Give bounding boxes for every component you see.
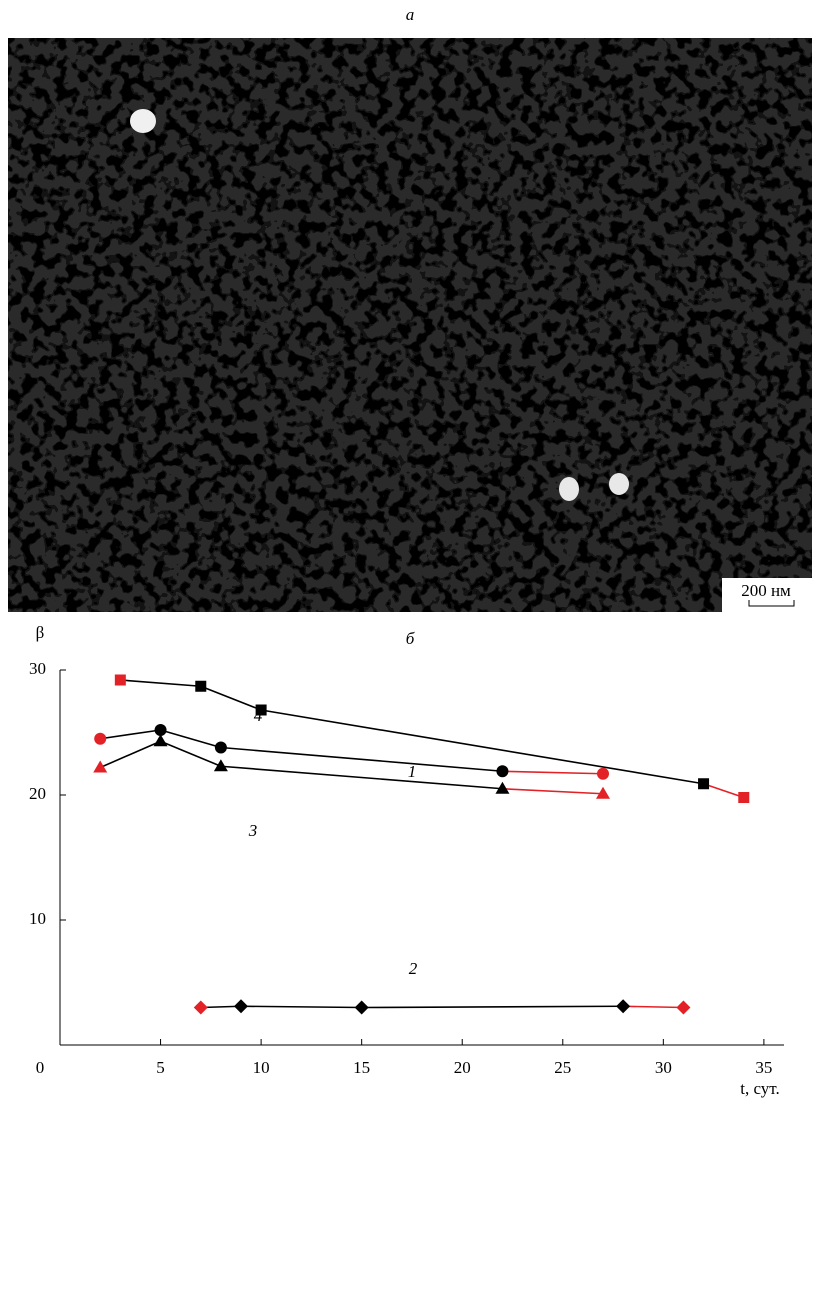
marker <box>354 1000 369 1015</box>
x-tick-label: 30 <box>655 1058 672 1077</box>
line-segment <box>502 770 604 775</box>
scale-bar <box>748 600 795 607</box>
marker <box>596 786 610 799</box>
line-segment <box>623 1005 684 1009</box>
line-segment <box>703 782 745 799</box>
series-label: 3 <box>248 821 258 840</box>
marker <box>496 765 509 778</box>
marker <box>213 759 228 772</box>
y-tick-label: 10 <box>29 909 46 928</box>
line-segment <box>160 729 222 749</box>
x-axis-label: t, сут. <box>740 1079 779 1098</box>
marker <box>616 999 631 1014</box>
line-segment <box>120 679 201 688</box>
marker <box>738 792 750 803</box>
series-label: 4 <box>254 706 263 725</box>
x-tick-label: 20 <box>454 1058 471 1077</box>
line-segment <box>220 765 503 790</box>
y-tick-label: 20 <box>29 784 46 803</box>
panel-label: а <box>406 5 415 24</box>
x-tick-label: 5 <box>156 1058 165 1077</box>
series-label: 1 <box>408 762 417 781</box>
marker <box>154 724 167 736</box>
marker <box>114 674 126 686</box>
x-tick-label: 15 <box>353 1058 370 1077</box>
x-tick-label: 0 <box>36 1058 45 1077</box>
marker <box>195 680 207 692</box>
line-segment <box>99 740 161 769</box>
x-tick-label: 35 <box>755 1058 772 1077</box>
marker <box>153 734 168 747</box>
marker <box>255 704 267 716</box>
line-segment <box>220 746 503 773</box>
line-segment <box>100 729 161 740</box>
marker <box>597 767 609 780</box>
panel-label: б <box>406 629 415 648</box>
y-axis-label: β <box>36 623 45 642</box>
scale-bar-label: 200 нм <box>741 581 791 600</box>
y-tick-label: 30 <box>29 659 46 678</box>
line-segment <box>502 787 604 795</box>
marker <box>94 732 107 745</box>
marker <box>93 760 108 773</box>
line-segment <box>200 685 262 711</box>
sem-image <box>8 38 812 612</box>
marker <box>676 1000 691 1015</box>
line-segment <box>260 709 704 785</box>
series-label: 2 <box>409 959 418 978</box>
marker <box>234 999 248 1014</box>
marker <box>698 778 710 790</box>
line-segment <box>240 1005 362 1009</box>
marker <box>495 781 510 794</box>
x-tick-label: 10 <box>253 1058 270 1077</box>
marker <box>193 1000 208 1015</box>
marker <box>214 741 227 754</box>
x-tick-label: 25 <box>554 1058 571 1077</box>
line-segment <box>361 1005 624 1009</box>
line-segment <box>160 740 222 767</box>
